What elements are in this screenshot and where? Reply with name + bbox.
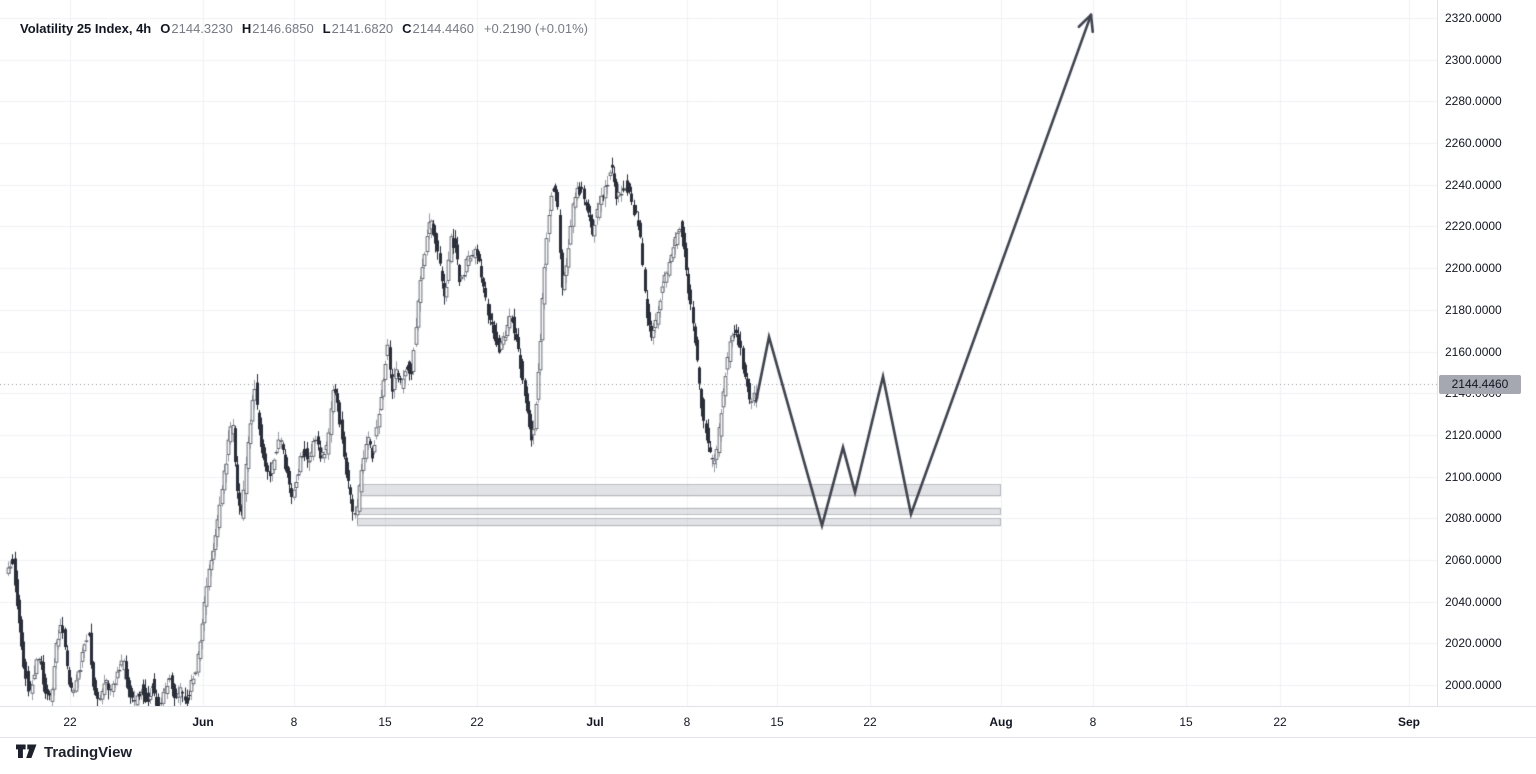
time-axis-label: 15 [378, 715, 392, 729]
time-axis-label: 22 [63, 715, 77, 729]
price-axis[interactable]: 2144.4460 2320.0000 2300.0000 2280.0000 226… [1437, 0, 1536, 737]
tradingview-logo-icon [16, 744, 37, 761]
price-axis-label: 2120.0000 [1445, 427, 1502, 442]
price-axis-label: 2260.0000 [1445, 136, 1502, 151]
time-axis-label: 15 [770, 715, 784, 729]
price-axis-label: 2060.0000 [1445, 552, 1502, 567]
price-change: +0.2190 (+0.01%) [483, 21, 588, 36]
ohlc-low: L 2141.6820 [322, 21, 394, 36]
ohlc-high: H 2146.6850 [241, 21, 314, 36]
price-axis-label: 2020.0000 [1445, 636, 1502, 651]
price-axis-label: 2080.0000 [1445, 511, 1502, 526]
candlestick-chart[interactable] [0, 0, 1437, 706]
price-axis-label: 2100.0000 [1445, 469, 1502, 484]
symbol-title: Volatility 25 Index, 4h [20, 21, 152, 36]
time-axis-label: 8 [1089, 715, 1097, 729]
symbol-legend: Volatility 25 Index, 4h O 2144.3230 H 2146… [20, 21, 588, 36]
time-axis-label: Aug [989, 715, 1013, 729]
price-axis-label: 2000.0000 [1445, 678, 1502, 692]
price-axis-label: 2200.0000 [1445, 261, 1502, 276]
time-axis-label: 22 [1273, 715, 1287, 729]
price-axis-label: 2280.0000 [1445, 94, 1502, 109]
ohlc-close: C 2144.4460 [402, 21, 474, 36]
price-axis-label: 2160.0000 [1445, 344, 1502, 359]
tradingview-logo[interactable]: TradingView [16, 744, 132, 761]
price-axis-label: 2240.0000 [1445, 177, 1502, 192]
time-axis-label: Jun [192, 715, 214, 729]
price-axis-label: 2040.0000 [1445, 594, 1502, 609]
time-axis-label: 8 [683, 715, 691, 729]
price-axis-label: 2220.0000 [1445, 219, 1502, 234]
price-axis-label: 2320.0000 [1445, 11, 1502, 25]
ohlc-open: O 2144.3230 [160, 21, 233, 36]
time-axis-label: Sep [1397, 715, 1421, 729]
time-axis-label: 15 [1179, 715, 1193, 729]
time-axis-label: 22 [470, 715, 484, 729]
last-price-label: 2144.4460 [1439, 375, 1521, 394]
time-axis-label: Jul [586, 715, 604, 729]
price-axis-label: 2300.0000 [1445, 52, 1502, 67]
time-axis-label: 8 [290, 715, 298, 729]
price-axis-label: 2180.0000 [1445, 302, 1502, 317]
time-axis-label: 22 [863, 715, 877, 729]
time-axis[interactable]: 22 Jun 8 15 22 Jul 8 15 22 Aug 8 15 22 Sep [0, 706, 1536, 738]
tradingview-logo-text: TradingView [44, 744, 133, 761]
